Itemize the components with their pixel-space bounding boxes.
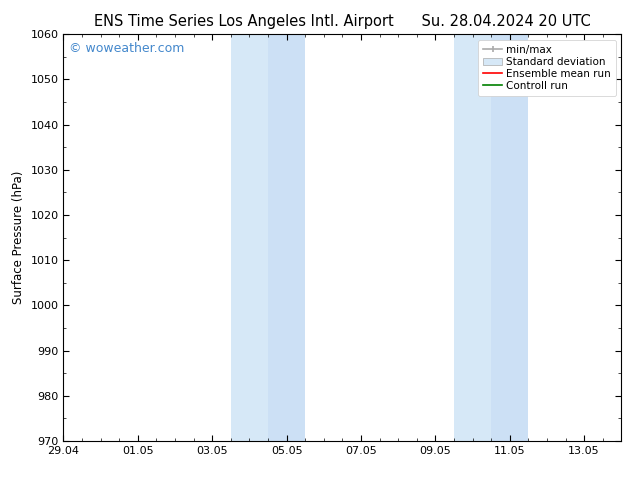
Bar bbox=[268, 34, 305, 441]
Title: ENS Time Series Los Angeles Intl. Airport      Su. 28.04.2024 20 UTC: ENS Time Series Los Angeles Intl. Airpor… bbox=[94, 14, 591, 29]
Bar bbox=[454, 34, 491, 441]
Y-axis label: Surface Pressure (hPa): Surface Pressure (hPa) bbox=[12, 171, 25, 304]
Legend: min/max, Standard deviation, Ensemble mean run, Controll run: min/max, Standard deviation, Ensemble me… bbox=[478, 40, 616, 96]
Text: © woweather.com: © woweather.com bbox=[69, 43, 184, 55]
Bar bbox=[231, 34, 268, 441]
Bar bbox=[491, 34, 528, 441]
